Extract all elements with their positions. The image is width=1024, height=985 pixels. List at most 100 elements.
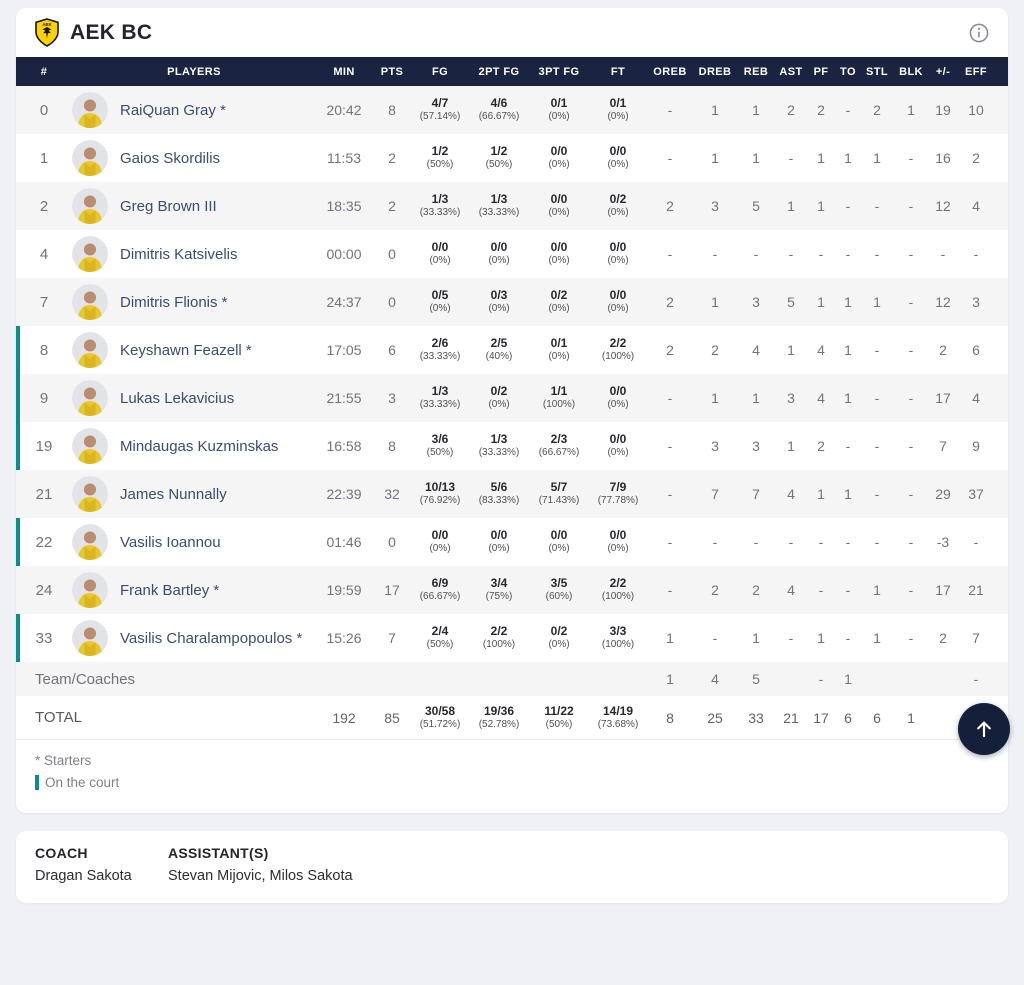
player-row[interactable]: 0 RaiQuan Gray * 20:42 8 4/7 (57.14%) 4/6 (66.6…	[16, 86, 1008, 134]
player-row[interactable]: 24 Frank Bartley * 19:59 17 6/9 (66.67%) 3/4 (7…	[16, 566, 1008, 614]
stat-p3-made: 0/2	[550, 624, 568, 639]
stat-eff: 37	[968, 486, 984, 502]
stat-p3-pct: (0%)	[548, 543, 570, 555]
stat-oreb: -	[667, 438, 673, 454]
player-row[interactable]: 4 Dimitris Katsivelis 00:00 0 0/0 (0%) 0/0 (0%)…	[16, 230, 1008, 278]
stat-p3: 1/1 (100%)	[530, 385, 588, 411]
stat-pm: 16	[935, 150, 951, 166]
stat-stl: -	[874, 438, 880, 454]
column-header-stl: STL	[866, 65, 888, 78]
stat-ast: -	[788, 534, 794, 550]
stat-p2-made: 2/2	[490, 624, 508, 639]
player-row[interactable]: 7 Dimitris Flionis * 24:37 0 0/5 (0%) 0/3 (0%) 0…	[16, 278, 1008, 326]
player-avatar	[72, 524, 108, 560]
stat-ft: 0/0 (0%)	[588, 385, 648, 411]
player-avatar	[72, 476, 108, 512]
stat-ft-pct: (0%)	[607, 543, 629, 555]
column-header-reb: REB	[743, 65, 769, 78]
column-header-oreb: OREB	[653, 65, 687, 78]
info-icon[interactable]	[969, 23, 989, 43]
stat-ft-pct: (100%)	[601, 351, 635, 363]
stat-to: 1	[844, 486, 852, 502]
stat-pf: 2	[817, 102, 825, 118]
stat-min: 19:59	[326, 582, 362, 598]
stat-p3-pct: (100%)	[542, 399, 576, 411]
legend: * Starters On the court	[16, 740, 1008, 790]
player-avatar	[72, 572, 108, 608]
player-row[interactable]: 22 Vasilis Ioannou 01:46 0 0/0 (0%) 0/0 (0%) 0/0…	[16, 518, 1008, 566]
column-header-min: MIN	[333, 65, 355, 78]
stat-ast: 5	[787, 294, 795, 310]
stat-ft-pct: (77.78%)	[597, 495, 639, 507]
stat-ast: -	[788, 630, 794, 646]
stat-ft-pct: (100%)	[601, 591, 635, 603]
svg-text:AEK: AEK	[42, 22, 52, 27]
total-label: TOTAL	[35, 709, 82, 726]
player-name: RaiQuan Gray *	[120, 101, 226, 119]
stat-to: -	[845, 246, 851, 262]
team-stat-pf: -	[818, 671, 824, 687]
coach-name: Dragan Sakota	[35, 868, 132, 884]
stat-ft: 0/0 (0%)	[588, 241, 648, 267]
player-name: James Nunnally	[120, 485, 227, 503]
total-fg: 30/58 (51.72%)	[412, 704, 468, 730]
stat-dreb: 2	[711, 342, 719, 358]
player-number: 21	[35, 485, 53, 503]
team-stat-oreb: 1	[666, 671, 674, 687]
player-number: 24	[35, 581, 53, 599]
column-header-dreb: DREB	[698, 65, 732, 78]
stat-fg-pct: (33.33%)	[419, 207, 461, 219]
stat-min: 24:37	[326, 294, 362, 310]
stat-p3: 2/3 (66.67%)	[530, 433, 588, 459]
player-avatar	[72, 620, 108, 656]
box-score-card: AEK AEK BC # PLAYERS MIN PTS FG 2PT FG 3PT FG F…	[16, 8, 1008, 813]
player-cell: Vasilis Ioannou	[72, 518, 316, 566]
player-cell: Frank Bartley *	[72, 566, 316, 614]
assistants-column: ASSISTANT(S) Stevan Mijovic, Milos Sakot…	[168, 845, 353, 889]
stat-pm: -3	[936, 534, 950, 550]
stat-fg: 0/0 (0%)	[412, 529, 468, 555]
stat-reb: 1	[752, 102, 760, 118]
on-court-indicator	[16, 614, 20, 662]
stat-ft-made: 2/2	[609, 576, 627, 591]
stat-ft: 2/2 (100%)	[588, 576, 648, 603]
column-header-p3: 3PT FG	[538, 65, 580, 78]
stat-oreb: -	[667, 582, 673, 598]
stat-ft-pct: (0%)	[607, 255, 629, 267]
player-row[interactable]: 2 Greg Brown III 18:35 2 1/3 (33.33%) 1/3 (33.3…	[16, 182, 1008, 230]
team-coaches-label: Team/Coaches	[35, 670, 136, 688]
column-header-ast: AST	[779, 65, 803, 78]
stat-min: 16:58	[326, 438, 362, 454]
stat-reb: -	[753, 534, 759, 550]
stat-p3: 0/2 (0%)	[530, 289, 588, 315]
player-avatar	[72, 332, 108, 368]
player-cell: Mindaugas Kuzminskas	[72, 422, 316, 470]
stat-ft: 0/0 (0%)	[588, 433, 648, 459]
stat-stl: 1	[873, 630, 881, 646]
player-row[interactable]: 9 Lukas Lekavicius 21:55 3 1/3 (33.33%) 0/2 (0%…	[16, 374, 1008, 422]
player-number: 22	[35, 533, 53, 551]
column-header-num: #	[40, 65, 48, 78]
player-row[interactable]: 8 Keyshawn Feazell * 17:05 6 2/6 (33.33%) 2/5(…	[16, 326, 1008, 374]
player-row[interactable]: 1 Gaios Skordilis 11:53 2 1/2 (50%) 1/2 (50%) 0/…	[16, 134, 1008, 182]
stat-p2-pct: (0%)	[488, 303, 510, 315]
player-row[interactable]: 33 Vasilis Charalampopoulos * 15:26 7 2/4 (50…	[16, 614, 1008, 662]
player-cell: Vasilis Charalampopoulos *	[72, 614, 316, 662]
stat-dreb: -	[712, 246, 718, 262]
stat-fg-pct: (66.67%)	[419, 591, 461, 603]
stat-p2: 0/2 (0%)	[468, 385, 530, 411]
player-row[interactable]: 19 Mindaugas Kuzminskas 16:58 8 3/6 (50%) 1/3(…	[16, 422, 1008, 470]
on-court-indicator	[16, 374, 20, 422]
stat-stl: 1	[873, 294, 881, 310]
player-avatar	[72, 284, 108, 320]
scroll-to-top-button[interactable]	[958, 703, 1010, 755]
stat-blk: -	[908, 438, 914, 454]
stat-min: 11:53	[327, 150, 361, 166]
stat-to: -	[845, 438, 851, 454]
stat-p2: 4/6 (66.67%)	[468, 97, 530, 123]
stat-ft: 0/0 (0%)	[588, 289, 648, 315]
player-row[interactable]: 21 James Nunnally 22:39 32 10/13 (76.92%) 5/6(…	[16, 470, 1008, 518]
stat-min: 20:42	[326, 102, 362, 118]
stat-fg: 0/0 (0%)	[412, 241, 468, 267]
stat-ft-pct: (100%)	[601, 639, 635, 651]
